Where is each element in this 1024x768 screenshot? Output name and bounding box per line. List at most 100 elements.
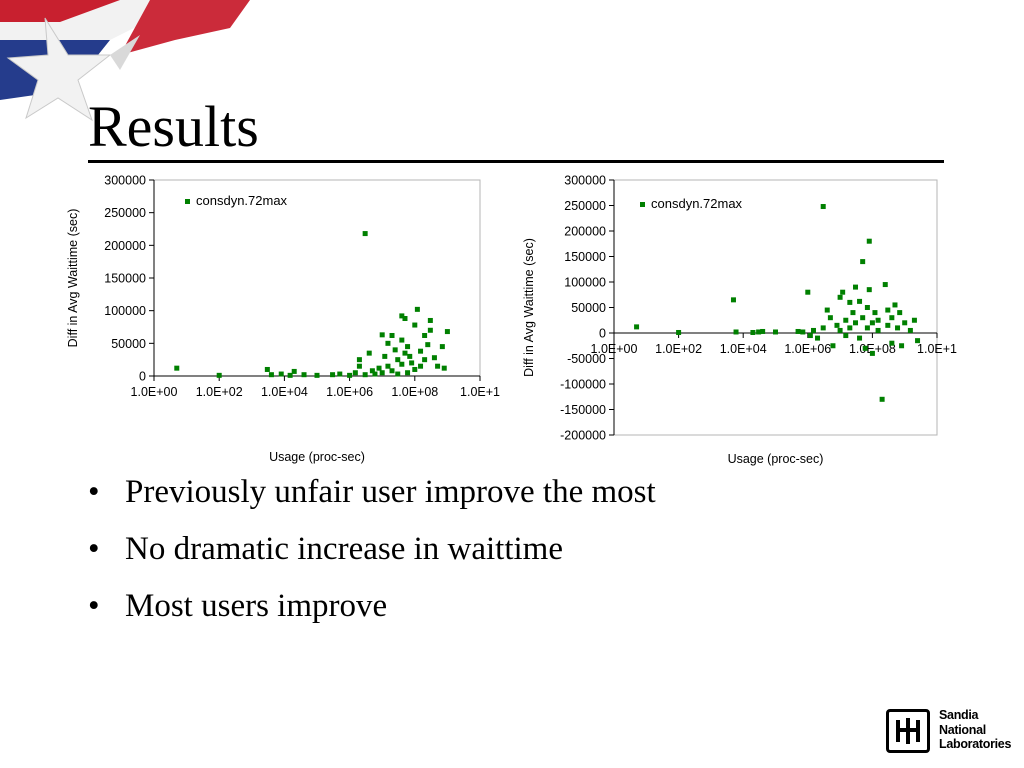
data-point <box>864 305 870 310</box>
data-point <box>337 371 343 377</box>
data-point <box>399 313 405 319</box>
data-point <box>843 317 849 323</box>
data-point <box>385 340 391 346</box>
data-point <box>820 204 826 210</box>
data-point <box>847 325 853 331</box>
x-tick-label: 1.0E+02 <box>196 385 243 399</box>
data-point <box>810 327 816 333</box>
data-point <box>864 325 870 331</box>
data-point <box>897 310 903 316</box>
data-point <box>889 315 895 321</box>
y-tick-label: 0 <box>599 327 606 341</box>
y-axis-title: Diff in Avg Waittime (sec) <box>66 209 80 348</box>
data-point <box>174 365 180 371</box>
data-point <box>834 322 840 328</box>
data-point <box>412 322 418 328</box>
x-tick-label: 1.0E+00 <box>131 385 178 399</box>
data-point <box>347 372 353 378</box>
legend-marker <box>640 202 645 207</box>
data-point <box>866 238 872 244</box>
legend-marker <box>185 199 190 204</box>
data-point <box>879 396 885 402</box>
data-point <box>418 348 424 354</box>
x-tick-label: 1.0E+02 <box>655 342 702 356</box>
data-point <box>795 328 801 334</box>
data-point <box>418 363 424 369</box>
data-point <box>634 324 640 330</box>
data-point <box>860 315 866 321</box>
x-tick-label: 1.0E+04 <box>720 342 767 356</box>
data-point <box>435 363 441 369</box>
data-point <box>827 315 833 321</box>
data-point <box>882 282 888 288</box>
data-point <box>824 307 830 313</box>
data-point <box>860 259 866 265</box>
data-point <box>885 307 891 313</box>
data-point <box>291 368 297 374</box>
data-point <box>264 366 270 372</box>
data-point <box>444 329 450 335</box>
data-point <box>278 371 284 377</box>
data-point <box>382 353 388 359</box>
bullet-icon: • <box>88 588 100 624</box>
data-point <box>356 357 362 363</box>
data-point <box>837 294 843 300</box>
legend-label: consdyn.72max <box>651 196 743 211</box>
legend-label: consdyn.72max <box>196 193 288 208</box>
data-point <box>439 344 445 350</box>
y-tick-label: -150000 <box>560 403 606 417</box>
data-point <box>427 327 433 333</box>
data-point <box>412 366 418 372</box>
x-tick-label: 1.0E+08 <box>849 342 896 356</box>
bullet-item: • Most users improve <box>88 588 388 624</box>
y-axis-title: Diff in Avg Waittime (sec) <box>522 238 536 377</box>
data-point <box>376 365 382 371</box>
data-point <box>409 360 415 366</box>
x-tick-label: 1.0E+06 <box>784 342 831 356</box>
y-tick-label: 250000 <box>564 199 606 213</box>
y-tick-label: -200000 <box>560 429 606 443</box>
data-point <box>843 333 849 339</box>
data-point <box>830 343 836 349</box>
data-point <box>395 371 401 377</box>
data-point <box>907 327 913 333</box>
bullet-list: • Previously unfair user improve the most… <box>88 472 656 643</box>
data-point <box>902 320 908 326</box>
y-tick-label: 100000 <box>104 304 146 318</box>
bullet-item: • No dramatic increase in waittime <box>88 531 563 567</box>
data-point <box>425 342 431 348</box>
data-point <box>399 337 405 343</box>
data-point <box>389 332 395 338</box>
data-point <box>385 363 391 369</box>
data-point <box>301 372 307 378</box>
data-point <box>379 370 385 376</box>
data-point <box>392 347 398 353</box>
data-point <box>431 355 437 361</box>
sandia-logo-text: Sandia National Laboratories <box>939 708 1012 751</box>
plot-area-border <box>153 179 481 377</box>
data-point <box>330 372 336 378</box>
data-point <box>402 350 408 356</box>
data-point <box>352 370 358 376</box>
data-point <box>773 329 778 335</box>
data-point <box>405 344 411 350</box>
data-point <box>399 361 405 367</box>
data-point <box>875 317 881 323</box>
y-tick-label: 0 <box>139 370 146 384</box>
y-tick-label: 50000 <box>111 337 146 351</box>
data-point <box>422 332 428 338</box>
scatter-chart-left-svg: 0 50000 100000 150000 200000 250000 300000 1.0E… <box>66 174 500 465</box>
data-point <box>366 350 372 356</box>
data-point <box>287 372 293 378</box>
data-point <box>379 332 385 338</box>
y-tick-label: 200000 <box>104 239 146 253</box>
data-point <box>899 343 905 349</box>
data-point <box>733 329 739 335</box>
flag-star-decoration <box>0 0 250 122</box>
data-point <box>395 357 401 363</box>
data-point <box>866 287 872 293</box>
x-axis-title: Usage (proc-sec) <box>269 450 365 464</box>
data-point <box>850 310 856 316</box>
data-point <box>853 284 859 290</box>
data-point <box>362 372 368 378</box>
